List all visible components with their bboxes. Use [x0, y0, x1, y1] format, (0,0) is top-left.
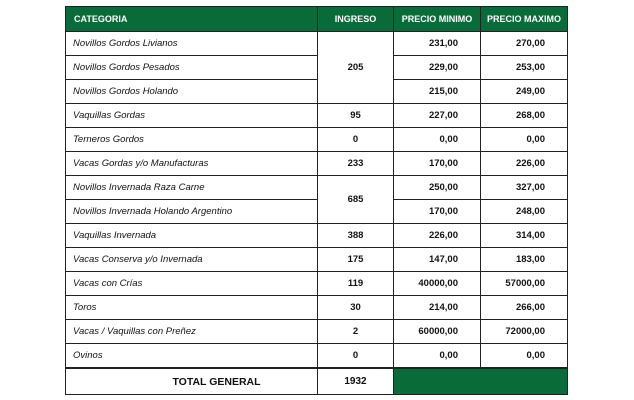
row-precio-minimo: 0,00: [393, 127, 481, 152]
row-precio-minimo: 170,00: [393, 151, 481, 176]
row-precio-minimo: 231,00: [393, 31, 481, 56]
header-ingreso: INGRESO: [317, 6, 394, 32]
row-precio-minimo: 229,00: [393, 55, 481, 80]
row-precio-maximo: 226,00: [480, 151, 568, 176]
row-precio-maximo: 253,00: [480, 55, 568, 80]
row-ingreso: 0: [317, 343, 394, 369]
row-categoria: Vacas Gordas y/o Manufacturas: [65, 151, 318, 176]
row-precio-minimo: 227,00: [393, 103, 481, 128]
row-categoria: Vaquillas Gordas: [65, 103, 318, 128]
row-ingreso: 2: [317, 319, 394, 344]
row-precio-maximo: 57000,00: [480, 271, 568, 296]
row-ingreso: 0: [317, 127, 394, 152]
row-categoria: Novillos Invernada Holando Argentino: [65, 199, 318, 224]
header-precio-minimo: PRECIO MINIMO: [393, 6, 481, 32]
table-row: Vaquillas Invernada 388 226,00 314,00: [65, 223, 568, 248]
table-row: Novillos Invernada Raza Carne 685 250,00…: [65, 175, 568, 224]
table-row: Vacas Conserva y/o Invernada 175 147,00 …: [65, 247, 568, 272]
row-precio-minimo: 170,00: [393, 199, 481, 224]
row-categoria: Terneros Gordos: [65, 127, 318, 152]
table-row: Terneros Gordos 0 0,00 0,00: [65, 127, 568, 152]
row-precio-minimo: 147,00: [393, 247, 481, 272]
row-categoria: Novillos Gordos Livianos: [65, 31, 318, 56]
table-row: Vaquillas Gordas 95 227,00 268,00: [65, 103, 568, 128]
row-ingreso: 119: [317, 271, 394, 296]
table-row: Novillos Gordos Pesados 229,00 253,00: [65, 55, 568, 80]
table-row: Novillos Invernada Holando Argentino 170…: [65, 199, 568, 224]
row-ingreso-merged: 685: [317, 175, 394, 224]
table-row: Ovinos 0 0,00 0,00: [65, 343, 568, 369]
table-row: Vacas con Crías 119 40000,00 57000,00: [65, 271, 568, 296]
row-ingreso: 388: [317, 223, 394, 248]
row-precio-maximo: 183,00: [480, 247, 568, 272]
row-categoria: Vacas con Crías: [65, 271, 318, 296]
row-precio-maximo: 0,00: [480, 127, 568, 152]
row-ingreso: 30: [317, 295, 394, 320]
row-categoria: Vacas Conserva y/o Invernada: [65, 247, 318, 272]
row-precio-maximo: 266,00: [480, 295, 568, 320]
row-categoria: Ovinos: [65, 343, 318, 369]
total-row: TOTAL GENERAL 1932: [65, 367, 568, 395]
row-precio-minimo: 215,00: [393, 79, 481, 104]
row-ingreso: 233: [317, 151, 394, 176]
row-precio-minimo: 250,00: [393, 175, 481, 200]
row-precio-minimo: 214,00: [393, 295, 481, 320]
header-precio-maximo: PRECIO MAXIMO: [480, 6, 568, 32]
row-categoria: Novillos Gordos Pesados: [65, 55, 318, 80]
row-precio-minimo: 40000,00: [393, 271, 481, 296]
row-precio-maximo: 270,00: [480, 31, 568, 56]
row-precio-maximo: 0,00: [480, 343, 568, 369]
row-categoria: Vaquillas Invernada: [65, 223, 318, 248]
row-precio-maximo: 268,00: [480, 103, 568, 128]
row-precio-maximo: 72000,00: [480, 319, 568, 344]
row-precio-maximo: 314,00: [480, 223, 568, 248]
row-precio-minimo: 0,00: [393, 343, 481, 369]
row-categoria: Novillos Invernada Raza Carne: [65, 175, 318, 200]
table-row: Vacas Gordas y/o Manufacturas 233 170,00…: [65, 151, 568, 176]
row-ingreso: 175: [317, 247, 394, 272]
price-table: CATEGORIA INGRESO PRECIO MINIMO PRECIO M…: [65, 6, 568, 395]
table-row: Novillos Gordos Livianos 205 231,00 270,…: [65, 31, 568, 104]
total-value: 1932: [317, 367, 394, 395]
table-row: Novillos Gordos Holando 215,00 249,00: [65, 79, 568, 104]
row-precio-maximo: 327,00: [480, 175, 568, 200]
header-categoria: CATEGORIA: [65, 6, 318, 32]
price-table-container: CATEGORIA INGRESO PRECIO MINIMO PRECIO M…: [65, 6, 568, 395]
row-categoria: Vacas / Vaquillas con Preñez: [65, 319, 318, 344]
row-categoria: Toros: [65, 295, 318, 320]
table-row: Toros 30 214,00 266,00: [65, 295, 568, 320]
row-precio-maximo: 248,00: [480, 199, 568, 224]
table-row: Vacas / Vaquillas con Preñez 2 60000,00 …: [65, 319, 568, 344]
row-ingreso-merged: 205: [317, 31, 394, 104]
row-precio-minimo: 60000,00: [393, 319, 481, 344]
row-precio-minimo: 226,00: [393, 223, 481, 248]
row-precio-maximo: 249,00: [480, 79, 568, 104]
total-green-block: [393, 367, 568, 395]
row-categoria: Novillos Gordos Holando: [65, 79, 318, 104]
header-row: CATEGORIA INGRESO PRECIO MINIMO PRECIO M…: [65, 6, 568, 32]
row-ingreso: 95: [317, 103, 394, 128]
total-label: TOTAL GENERAL: [65, 367, 318, 395]
